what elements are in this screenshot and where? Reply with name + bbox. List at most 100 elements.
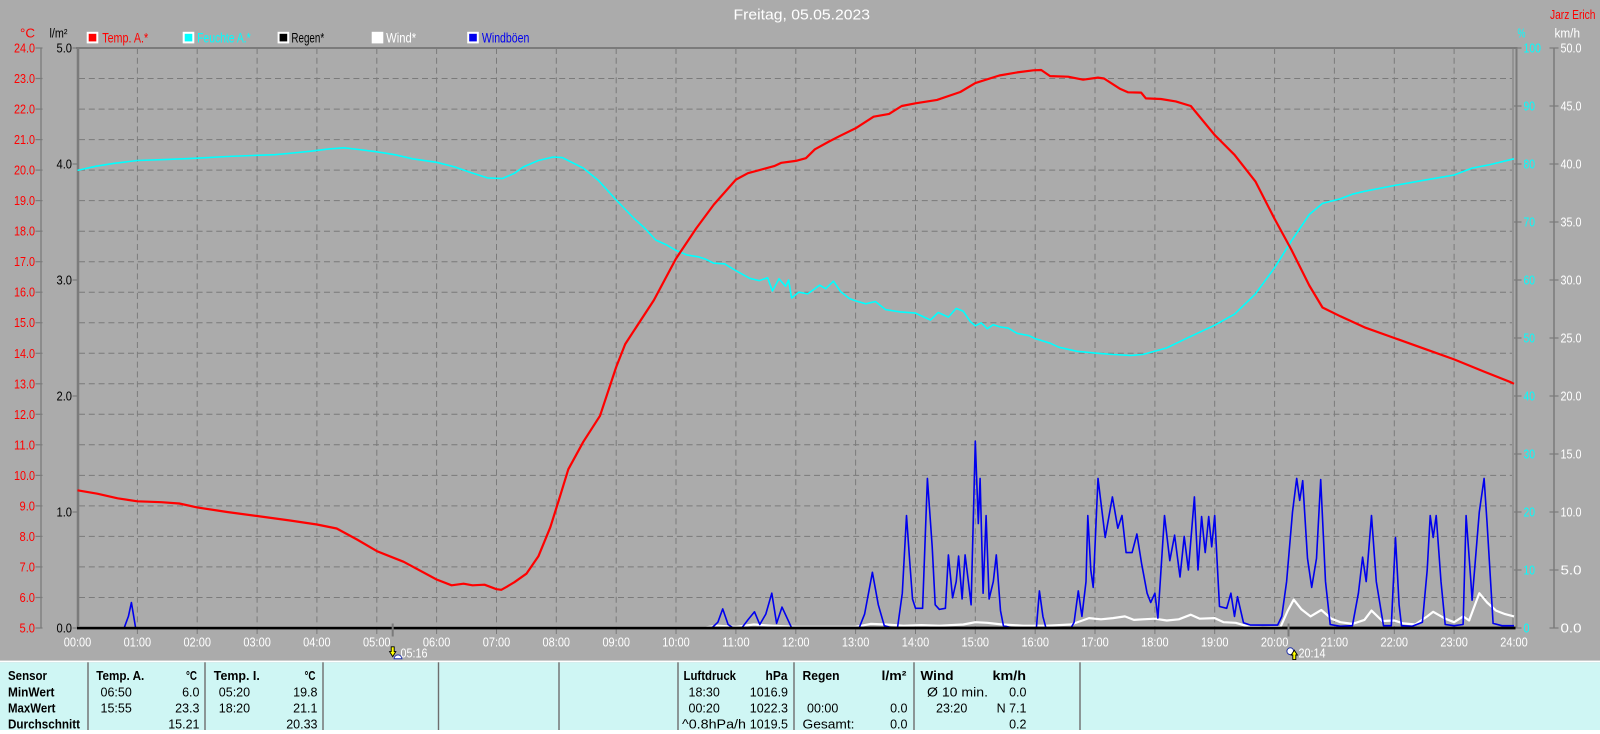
svg-text:22:00: 22:00 [1381, 635, 1409, 650]
svg-text:19:00: 19:00 [1201, 635, 1229, 650]
svg-text:03:00: 03:00 [243, 635, 271, 650]
svg-text:5.0: 5.0 [57, 41, 73, 56]
svg-text:l/m²: l/m² [50, 26, 69, 41]
svg-text:22.0: 22.0 [14, 102, 35, 117]
svg-text:21:00: 21:00 [1321, 635, 1349, 650]
svg-text:06:50: 06:50 [101, 685, 132, 699]
svg-text:0.0: 0.0 [1009, 685, 1026, 699]
svg-text:80: 80 [1524, 157, 1536, 172]
svg-text:11:00: 11:00 [722, 635, 750, 650]
svg-text:°C: °C [186, 669, 197, 683]
svg-text:Windböen: Windböen [482, 31, 530, 46]
svg-text:4.0: 4.0 [57, 157, 73, 172]
svg-text:Temp. A.: Temp. A. [96, 669, 144, 683]
svg-text:12:00: 12:00 [782, 635, 810, 650]
svg-text:Gesamt:: Gesamt: [803, 717, 855, 731]
svg-text:Wind*: Wind* [386, 31, 417, 46]
svg-text:8.0: 8.0 [20, 529, 36, 544]
svg-text:15.0: 15.0 [1561, 447, 1582, 462]
svg-text:5.0: 5.0 [1561, 563, 1582, 578]
svg-text:18:00: 18:00 [1141, 635, 1169, 650]
svg-text:04:00: 04:00 [303, 635, 331, 650]
svg-text:Jarz Erich: Jarz Erich [1550, 7, 1596, 22]
svg-text:30: 30 [1524, 447, 1536, 462]
svg-text:3.0: 3.0 [57, 273, 73, 288]
svg-text:13:00: 13:00 [842, 635, 870, 650]
svg-text:°C: °C [305, 669, 316, 683]
svg-text:km/h: km/h [993, 669, 1027, 683]
svg-text:16:00: 16:00 [1021, 635, 1049, 650]
svg-text:Regen: Regen [803, 669, 840, 683]
svg-text:km/h: km/h [1555, 26, 1581, 41]
svg-text:07:00: 07:00 [483, 635, 511, 650]
svg-text:45.0: 45.0 [1561, 99, 1582, 114]
svg-text:20.0: 20.0 [14, 163, 35, 178]
svg-text:17:00: 17:00 [1081, 635, 1109, 650]
svg-text:MaxWert: MaxWert [8, 701, 56, 715]
svg-text:60: 60 [1524, 273, 1536, 288]
svg-text:10:00: 10:00 [662, 635, 690, 650]
svg-text:02:00: 02:00 [183, 635, 211, 650]
svg-text:21.1: 21.1 [293, 701, 317, 715]
svg-text:0.0: 0.0 [1561, 621, 1582, 636]
svg-text:Freitag, 05.05.2023: Freitag, 05.05.2023 [734, 7, 871, 24]
svg-text:6.0: 6.0 [20, 590, 36, 605]
svg-text:hPa: hPa [766, 669, 789, 683]
svg-text:10: 10 [1524, 563, 1536, 578]
svg-text:15:55: 15:55 [101, 701, 132, 715]
svg-text:23:20: 23:20 [936, 701, 967, 715]
svg-text:0: 0 [1524, 621, 1530, 636]
svg-text:35.0: 35.0 [1561, 215, 1582, 230]
svg-text:06:00: 06:00 [423, 635, 451, 650]
svg-text:^0.8hPa/h: ^0.8hPa/h [682, 717, 746, 731]
svg-text:40: 40 [1524, 389, 1536, 404]
svg-text:20.33: 20.33 [286, 717, 317, 731]
svg-text:20:00: 20:00 [1261, 635, 1289, 650]
svg-text:09:00: 09:00 [602, 635, 630, 650]
svg-text:05:16: 05:16 [401, 647, 428, 661]
svg-text:21.0: 21.0 [14, 132, 35, 147]
svg-text:30.0: 30.0 [1561, 273, 1582, 288]
svg-text:19.8: 19.8 [293, 685, 317, 699]
svg-text:15:00: 15:00 [962, 635, 990, 650]
svg-text:00:00: 00:00 [64, 635, 92, 650]
svg-text:Durchschnitt: Durchschnitt [8, 717, 81, 731]
svg-text:11.0: 11.0 [14, 437, 35, 452]
svg-text:14:00: 14:00 [902, 635, 930, 650]
svg-text:24:00: 24:00 [1500, 635, 1528, 650]
svg-text:l/m²: l/m² [882, 669, 907, 683]
svg-text:01:00: 01:00 [124, 635, 152, 650]
svg-text:15.0: 15.0 [14, 315, 35, 330]
svg-text:Sensor: Sensor [8, 669, 47, 683]
svg-text:N 7.1: N 7.1 [997, 701, 1027, 715]
svg-text:MinWert: MinWert [8, 685, 55, 699]
svg-text:Wind: Wind [921, 669, 954, 683]
svg-text:13.0: 13.0 [14, 376, 35, 391]
svg-text:0.0: 0.0 [890, 701, 907, 715]
svg-text:10.0: 10.0 [1561, 505, 1582, 520]
svg-text:12.0: 12.0 [14, 407, 35, 422]
svg-text:Luftdruck: Luftdruck [684, 669, 737, 683]
svg-text:0.0: 0.0 [57, 621, 73, 636]
svg-text:23.0: 23.0 [14, 71, 35, 86]
svg-text:15.21: 15.21 [168, 717, 199, 731]
svg-text:40.0: 40.0 [1561, 157, 1582, 172]
svg-text:90: 90 [1524, 99, 1536, 114]
svg-text:Feuchte A.*: Feuchte A.* [197, 31, 251, 46]
svg-text:20: 20 [1524, 505, 1536, 520]
svg-text:20:14: 20:14 [1299, 647, 1326, 661]
svg-text:100: 100 [1524, 41, 1542, 56]
svg-text:17.0: 17.0 [14, 254, 35, 269]
svg-text:20.0: 20.0 [1561, 389, 1582, 404]
svg-text:1022.3: 1022.3 [750, 701, 788, 715]
svg-text:00:20: 00:20 [689, 701, 720, 715]
svg-text:2.0: 2.0 [57, 389, 73, 404]
svg-text:Regen*: Regen* [291, 31, 324, 46]
svg-text:23.3: 23.3 [175, 701, 199, 715]
svg-text:1016.9: 1016.9 [750, 685, 788, 699]
svg-text:10.0: 10.0 [14, 468, 35, 483]
svg-text:Temp. A.*: Temp. A.* [102, 31, 149, 46]
svg-text:14.0: 14.0 [14, 346, 35, 361]
svg-text:Ø 10 min.: Ø 10 min. [927, 685, 988, 699]
svg-text:18:30: 18:30 [689, 685, 720, 699]
